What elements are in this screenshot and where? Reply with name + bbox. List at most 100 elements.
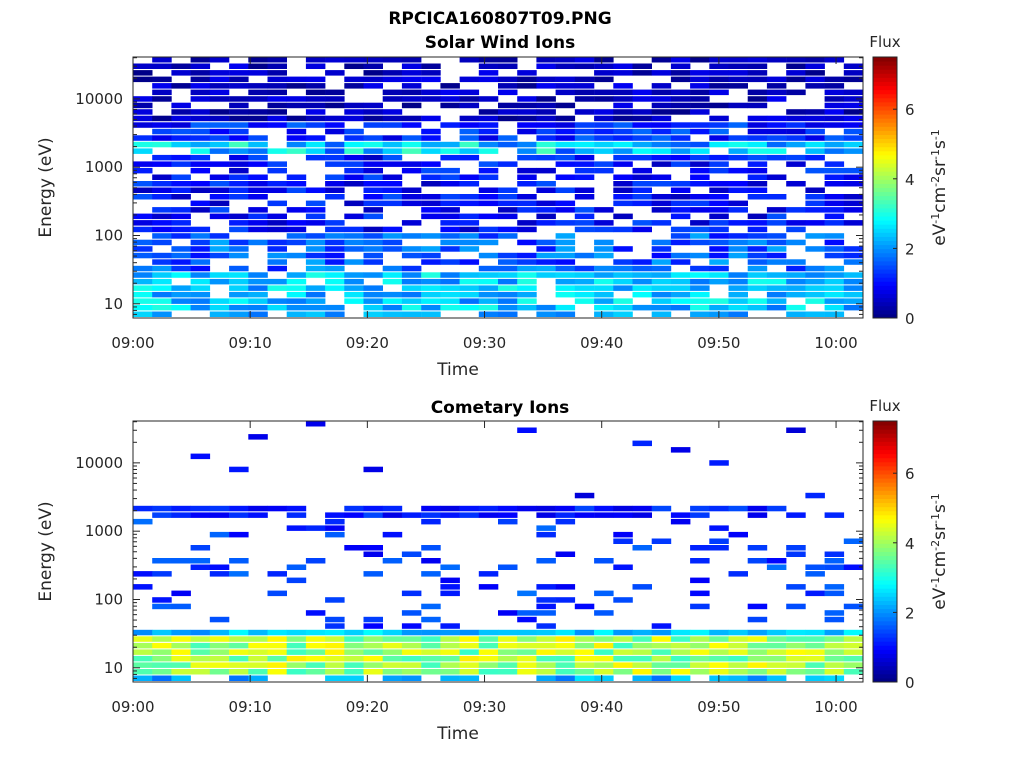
colorbar-step	[873, 669, 897, 675]
heatmap-cell	[363, 63, 383, 69]
heatmap-cell	[786, 655, 806, 662]
heatmap-cell	[248, 109, 268, 115]
heatmap-cell	[401, 200, 422, 207]
heatmap-cell	[786, 57, 806, 63]
heatmap-cell	[632, 226, 652, 233]
heatmap-cell	[344, 662, 364, 668]
heatmap-cell	[133, 102, 153, 109]
heatmap-cell	[421, 636, 441, 642]
colorbar-step	[873, 65, 897, 70]
heatmap-cell	[209, 122, 230, 128]
heatmap-cell	[363, 259, 383, 265]
heatmap-cell	[209, 655, 230, 662]
heatmap-cell	[478, 213, 499, 220]
heatmap-cell	[670, 207, 691, 213]
heatmap-cell	[305, 662, 326, 668]
heatmap-cell	[440, 83, 460, 89]
heatmap-cell	[651, 642, 672, 649]
heatmap-cell	[248, 434, 268, 440]
heatmap-cell	[613, 128, 633, 135]
heatmap-cell	[478, 122, 499, 128]
heatmap-cell	[133, 213, 153, 220]
heatmap-cell	[382, 304, 403, 311]
heatmap-cell	[133, 675, 153, 681]
heatmap-cell	[344, 135, 364, 141]
heatmap-cell	[363, 174, 383, 180]
x-tick-label: 10:00	[814, 698, 857, 716]
heatmap-cell	[555, 642, 576, 649]
heatmap-cell	[805, 200, 825, 207]
heatmap-cell	[305, 259, 326, 265]
heatmap-cell	[478, 265, 499, 272]
heatmap-cell	[613, 115, 633, 122]
heatmap-cell	[133, 662, 153, 668]
heatmap-cell	[690, 662, 710, 668]
heatmap-cell	[248, 96, 268, 102]
heatmap-cell	[690, 629, 710, 636]
heatmap-cell	[574, 492, 595, 499]
heatmap-cell	[171, 512, 191, 518]
heatmap-cell	[824, 194, 845, 200]
heatmap-cell	[747, 148, 768, 154]
heatmap-cell	[440, 89, 460, 96]
heatmap-cell	[632, 636, 652, 642]
heatmap-cell	[209, 194, 230, 200]
heatmap-cell	[171, 590, 191, 597]
heatmap-cell	[824, 57, 845, 63]
heatmap-cell	[421, 200, 441, 207]
heatmap-cell	[747, 102, 768, 109]
heatmap-cell	[670, 447, 691, 453]
heatmap-cell	[594, 590, 614, 597]
heatmap-cell	[555, 239, 576, 246]
heatmap-cell	[709, 154, 729, 161]
heatmap-cell	[786, 427, 806, 433]
heatmap-cell	[517, 226, 537, 233]
heatmap-cell	[152, 629, 172, 636]
heatmap-cell	[766, 96, 787, 102]
heatmap-cell	[229, 636, 249, 642]
heatmap-cell	[709, 642, 729, 649]
heatmap-cell	[498, 636, 518, 642]
heatmap-cell	[498, 629, 518, 636]
heatmap-cell	[498, 102, 518, 109]
heatmap-cell	[843, 207, 864, 213]
heatmap-cell	[152, 213, 172, 220]
colorbar-step	[873, 61, 897, 66]
colorbar-step	[873, 620, 897, 626]
y-tick-label: 10000	[75, 454, 123, 472]
heatmap-cell	[305, 655, 326, 662]
heatmap-cell	[382, 135, 403, 141]
heatmap-cell	[478, 298, 499, 304]
heatmap-cell	[478, 115, 499, 122]
heatmap-cell	[766, 304, 787, 311]
heatmap-cell	[305, 291, 326, 298]
heatmap-cell	[574, 629, 595, 636]
heatmap-cell	[305, 642, 326, 649]
heatmap-cell	[229, 83, 249, 89]
heatmap-cell	[517, 505, 537, 512]
heatmap-cell	[478, 642, 499, 649]
heatmap-cell	[459, 181, 480, 187]
heatmap-cell	[152, 512, 172, 518]
heatmap-cell	[171, 662, 191, 668]
heatmap-cell	[133, 161, 153, 167]
heatmap-cell	[421, 298, 441, 304]
colorbar-step	[873, 167, 897, 172]
heatmap-cell	[325, 531, 345, 538]
heatmap-cell	[286, 102, 307, 109]
heatmap-cell	[286, 220, 307, 226]
y-tick-label: 100	[94, 226, 123, 244]
heatmap-cell	[805, 492, 825, 499]
heatmap-cell	[766, 122, 787, 128]
heatmap-cell	[747, 558, 768, 564]
heatmap-cell	[613, 246, 633, 252]
heatmap-cell	[613, 200, 633, 207]
x-axis-label: Time	[436, 724, 479, 744]
heatmap-cell	[824, 311, 845, 317]
heatmap-cell	[286, 505, 307, 512]
heatmap-cell	[363, 70, 383, 76]
heatmap-cell	[248, 57, 268, 63]
heatmap-cell	[498, 272, 518, 278]
colorbar-step	[873, 126, 897, 131]
heatmap-cell	[594, 272, 614, 278]
